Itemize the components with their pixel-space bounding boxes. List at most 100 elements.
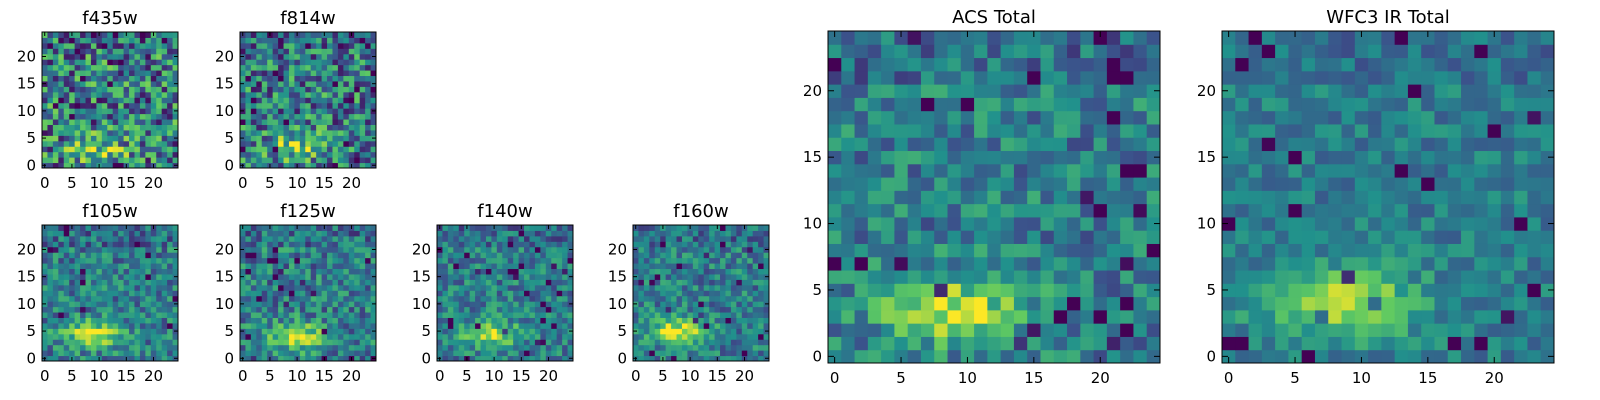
heatmap-cell	[676, 333, 683, 340]
heatmap-cell	[529, 252, 536, 259]
heatmap-cell	[752, 312, 759, 318]
heatmap-cell	[1434, 309, 1449, 324]
heatmap-cell	[649, 344, 656, 351]
x-tick-label: 10	[90, 174, 109, 192]
heatmap-cell	[763, 230, 770, 237]
heatmap-cell	[567, 252, 574, 259]
heatmap-cell	[316, 37, 323, 44]
heatmap-cell	[74, 151, 81, 158]
heatmap-cell	[1461, 177, 1475, 191]
heatmap-cell	[1120, 349, 1134, 364]
heatmap-cell	[545, 317, 552, 324]
x-tick-label: 15	[117, 367, 136, 385]
heatmap-cell	[278, 59, 285, 66]
heatmap-cell	[294, 279, 301, 286]
heatmap-cell	[518, 230, 525, 237]
heatmap-cell	[524, 241, 530, 248]
heatmap-cell	[123, 350, 130, 357]
heatmap-cell	[288, 80, 295, 87]
heatmap-cell	[58, 322, 65, 329]
heatmap-cell	[359, 263, 366, 270]
heatmap-cell	[1368, 283, 1382, 298]
heatmap-cell	[480, 257, 487, 264]
heatmap-cell	[129, 64, 135, 71]
heatmap-cell	[1407, 243, 1422, 258]
heatmap-cell	[934, 110, 949, 125]
heatmap-cell	[1500, 283, 1515, 298]
heatmap-cell	[747, 257, 754, 264]
heatmap-cell	[156, 151, 163, 158]
heatmap-cell	[654, 317, 661, 324]
heatmap-cell	[987, 216, 1002, 231]
heatmap-cell	[134, 124, 141, 131]
heatmap-cell	[545, 333, 552, 340]
heatmap-cell	[145, 235, 152, 242]
heatmap-cell	[161, 37, 168, 44]
heatmap-cell	[654, 322, 661, 329]
x-tick-label: 5	[658, 367, 668, 385]
heatmap-cell	[881, 44, 895, 59]
heatmap-cell	[267, 59, 274, 66]
heatmap-cell	[741, 301, 748, 308]
heatmap-cell	[267, 119, 274, 125]
heatmap-cell	[47, 317, 54, 324]
heatmap-cell	[752, 263, 759, 270]
heatmap-cell	[316, 284, 323, 291]
heatmap-cell	[867, 31, 882, 45]
heatmap-cell	[741, 333, 748, 340]
heatmap-cell	[1248, 150, 1263, 165]
heatmap-cell	[491, 252, 498, 259]
heatmap-cell	[464, 350, 471, 357]
heatmap-cell	[687, 312, 694, 318]
heatmap-cell	[172, 48, 179, 55]
heatmap-cell	[540, 252, 547, 259]
heatmap-cell	[1120, 150, 1134, 165]
heatmap-cell	[1040, 57, 1055, 72]
heatmap-cell	[660, 241, 667, 248]
heatmap-cell	[698, 290, 705, 297]
heatmap-cell	[485, 355, 492, 362]
heatmap-cell	[42, 91, 48, 98]
heatmap-cell	[763, 312, 770, 318]
heatmap-cell	[316, 119, 323, 125]
heatmap-cell	[496, 252, 503, 259]
heatmap-cell	[139, 295, 146, 302]
heatmap-cell	[720, 273, 726, 280]
heatmap-cell	[370, 146, 377, 153]
heatmap-cell	[1000, 137, 1015, 152]
heatmap-cell	[725, 252, 732, 259]
heatmap-cell	[1275, 150, 1289, 165]
heatmap-cell	[654, 312, 661, 318]
heatmap-cell	[1248, 349, 1263, 364]
heatmap-cell	[365, 37, 372, 44]
heatmap-cell	[305, 113, 312, 120]
heatmap-cell	[250, 328, 257, 335]
heatmap-cell	[1434, 150, 1449, 165]
heatmap-cell	[654, 257, 661, 264]
heatmap-cell	[676, 273, 683, 280]
heatmap-cell	[660, 257, 667, 264]
heatmap-cell	[654, 306, 661, 313]
heatmap-cell	[720, 284, 726, 291]
heatmap-cell	[145, 339, 152, 346]
heatmap-cell	[1461, 203, 1475, 218]
heatmap-cell	[920, 256, 935, 271]
heatmap-cell	[348, 37, 355, 44]
heatmap-cell	[288, 70, 295, 77]
heatmap-cell	[129, 290, 135, 297]
heatmap-cell	[692, 268, 699, 275]
heatmap-cell	[365, 257, 372, 264]
heatmap-cell	[156, 344, 163, 351]
heatmap-cell	[894, 323, 909, 337]
heatmap-cell	[545, 339, 552, 346]
heatmap-cell	[145, 124, 152, 131]
heatmap-cell	[725, 301, 732, 308]
heatmap-cell	[327, 301, 333, 308]
heatmap-cell	[1301, 243, 1316, 258]
heatmap-cell	[676, 252, 683, 259]
heatmap-cell	[63, 279, 70, 286]
heatmap-cell	[676, 344, 683, 351]
heatmap-cell	[725, 273, 732, 280]
heatmap-cell	[343, 333, 350, 340]
heatmap-cell	[720, 295, 726, 302]
